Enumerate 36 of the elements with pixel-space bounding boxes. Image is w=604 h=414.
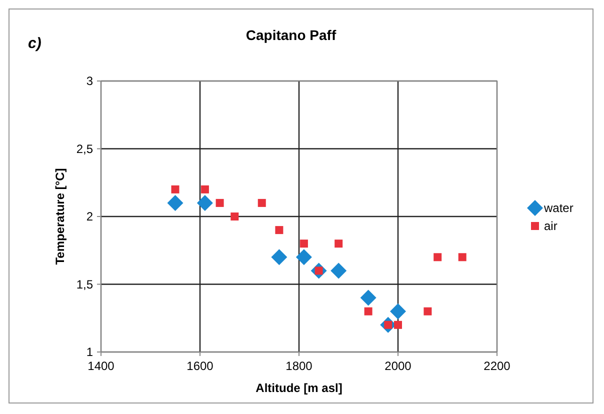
- point: [258, 198, 266, 207]
- point: [330, 262, 347, 279]
- point: [424, 307, 432, 316]
- chart-title: Capitano Paff: [246, 27, 336, 43]
- x-tick-label: 2200: [484, 359, 511, 373]
- text: c): [28, 35, 42, 52]
- point: [216, 198, 224, 207]
- point: [271, 249, 288, 266]
- point: [458, 253, 466, 262]
- point: [230, 212, 239, 220]
- point: [360, 290, 376, 306]
- y-tick-label: 3: [86, 74, 94, 88]
- y-tick-label: 1,5: [76, 277, 94, 292]
- x-tick-label: 1400: [88, 359, 115, 373]
- y-axis-title: Temperature [°C]: [53, 168, 67, 265]
- point: [334, 240, 343, 248]
- x-tick-label: 1800: [286, 359, 313, 373]
- point: [364, 307, 372, 316]
- point: [200, 185, 209, 194]
- y-tick-label: 1: [86, 345, 94, 359]
- legend-label: air: [544, 219, 558, 233]
- y-tick-label: 2: [86, 210, 94, 224]
- point: [196, 194, 213, 211]
- point: [434, 253, 442, 262]
- x-tick-label: 1600: [186, 359, 214, 373]
- x-axis-title: Altitude [m asl]: [256, 381, 342, 395]
- point: [394, 320, 402, 329]
- legend-label: water: [543, 201, 574, 215]
- y-tick-label: 2,5: [76, 142, 94, 156]
- point: [300, 240, 308, 248]
- point: [167, 194, 184, 211]
- point: [296, 249, 312, 266]
- point: [390, 303, 406, 320]
- x-tick-label: 2000: [384, 359, 412, 373]
- point: [171, 185, 180, 194]
- point: [275, 226, 284, 234]
